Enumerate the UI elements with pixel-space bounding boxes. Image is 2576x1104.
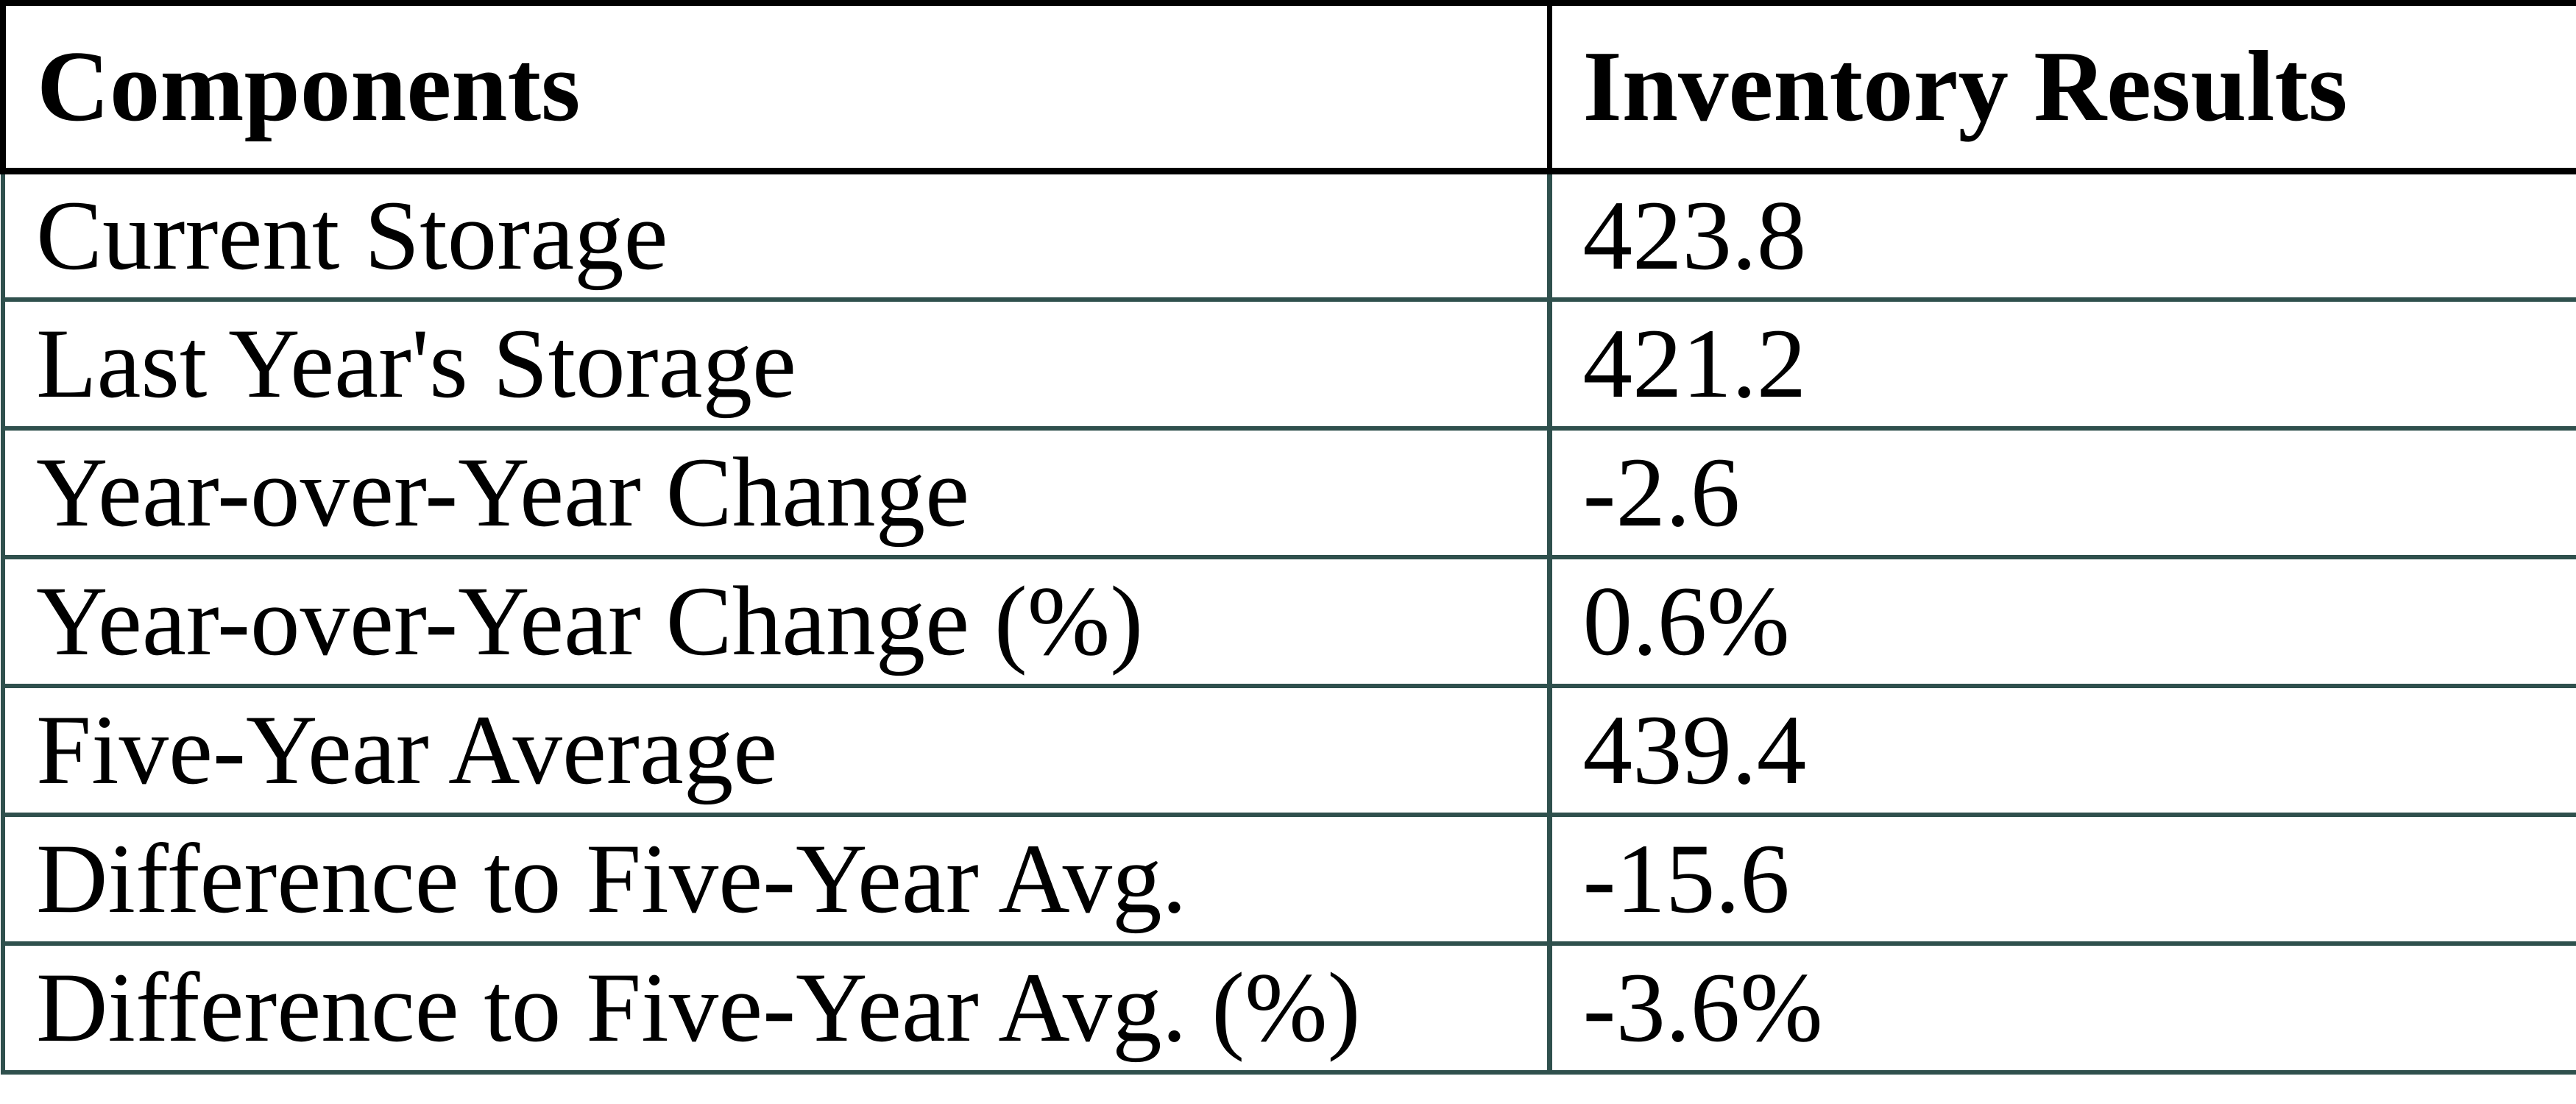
- row-value-diff-five-year-avg-pct: -3.6%: [1549, 944, 2576, 1075]
- row-value-diff-five-year-avg: -15.6: [1549, 815, 2576, 946]
- row-label-yoy-change: Year-over-Year Change: [1, 428, 1552, 559]
- row-value-last-years-storage: 421.2: [1549, 300, 2576, 431]
- column-header-components: Components: [0, 0, 1552, 174]
- table-row: Difference to Five-Year Avg. (%) -3.6%: [1, 944, 2576, 1075]
- table-row: Last Year's Storage 421.2: [1, 300, 2576, 431]
- row-label-last-years-storage: Last Year's Storage: [1, 300, 1552, 431]
- column-header-inventory-results: Inventory Results: [1549, 0, 2576, 174]
- header-row: Components Inventory Results: [0, 0, 2576, 174]
- row-label-diff-five-year-avg: Difference to Five-Year Avg.: [1, 815, 1552, 946]
- row-label-diff-five-year-avg-pct: Difference to Five-Year Avg. (%): [1, 944, 1552, 1075]
- row-value-current-storage: 423.8: [1549, 171, 2576, 302]
- table-row: Difference to Five-Year Avg. -15.6: [1, 815, 2576, 946]
- table-row: Five-Year Average 439.4: [1, 686, 2576, 817]
- row-value-yoy-change-pct: 0.6%: [1549, 557, 2576, 688]
- row-value-five-year-average: 439.4: [1549, 686, 2576, 817]
- row-label-current-storage: Current Storage: [1, 171, 1552, 302]
- table-row: Current Storage 423.8: [1, 171, 2576, 302]
- table-row: Year-over-Year Change (%) 0.6%: [1, 557, 2576, 688]
- row-value-yoy-change: -2.6: [1549, 428, 2576, 559]
- row-label-yoy-change-pct: Year-over-Year Change (%): [1, 557, 1552, 688]
- table-row: Year-over-Year Change -2.6: [1, 428, 2576, 559]
- row-label-five-year-average: Five-Year Average: [1, 686, 1552, 817]
- inventory-results-table: Components Inventory Results Current Sto…: [0, 0, 2576, 1075]
